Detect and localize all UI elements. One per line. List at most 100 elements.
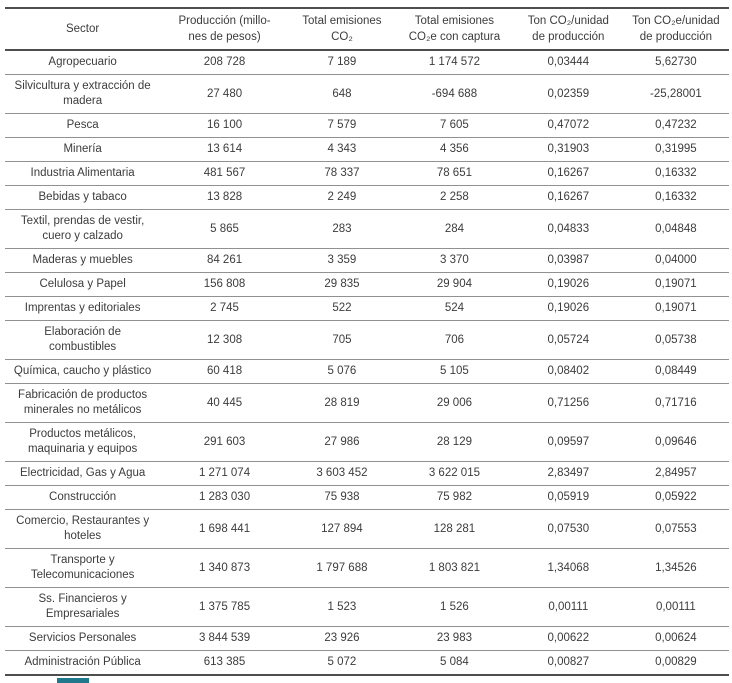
cell-co2e: 78 651 [395, 161, 514, 186]
cell-sector: Bebidas y tabaco [5, 185, 161, 210]
table-row: Comercio, Restaurantes y hoteles 1 698 44… [5, 509, 729, 549]
table-row: Productos metálicos, maquinaria y equipo… [5, 422, 729, 462]
cell-produccion: 1 283 030 [160, 485, 289, 510]
cell-ton-co2e: 0,00111 [622, 587, 729, 627]
cell-produccion: 481 567 [160, 161, 289, 186]
cell-co2e: 706 [395, 320, 514, 360]
cell-ton-co2: 0,05724 [513, 320, 623, 360]
cell-ton-co2e: 0,00624 [622, 626, 729, 651]
cell-ton-co2: 0,19026 [513, 272, 623, 297]
cell-sector: Textil, prendas de vestir, cuero y calza… [5, 209, 161, 249]
cell-sector: Agropecuario [48, 56, 117, 68]
table-row: Minería 13 614 4 343 4 356 0,31903 0,31995 [5, 137, 729, 162]
cell-sector: Elaboración de combustibles [5, 320, 161, 360]
cell-ton-co2e: -25,28001 [622, 74, 729, 114]
cell-co2: 1 523 [288, 587, 396, 627]
cell-co2e: 1 526 [395, 587, 514, 627]
cell-produccion: 1 375 785 [160, 587, 289, 627]
cell-co2: 23 926 [288, 626, 396, 651]
cell-co2e: 3 622 015 [395, 461, 514, 486]
cell-co2e: 524 [395, 296, 514, 321]
cell-produccion: 156 808 [160, 272, 289, 297]
cell-produccion: 16 100 [160, 113, 289, 138]
cell-produccion: 84 261 [160, 248, 289, 273]
cell-co2: 5 072 [288, 650, 396, 675]
column-header-line: de producción [639, 31, 713, 43]
table-header-row: Sector Producción (millo-nes de pesos) Tot… [5, 8, 729, 51]
column-header-line: Sector [65, 23, 100, 35]
cell-co2e: -694 688 [395, 74, 514, 114]
cell-produccion: 1 340 873 [160, 548, 289, 588]
cell-ton-co2e: 0,47232 [622, 113, 729, 138]
cell-ton-co2e: 0,04848 [622, 209, 729, 249]
cell-ton-co2e: 0,19071 [622, 296, 729, 321]
cell-co2: 28 819 [288, 383, 396, 423]
cell-ton-co2e: 0,04000 [622, 248, 729, 273]
cell-co2: 27 986 [288, 422, 396, 462]
cell-ton-co2e: 0,05738 [622, 320, 729, 360]
cell-co2e: 75 982 [395, 485, 514, 510]
cell-co2e: 2 258 [395, 185, 514, 210]
cell-co2: 4 343 [288, 137, 396, 162]
cell-co2: 705 [288, 320, 396, 360]
cell-co2e: 1 803 821 [395, 548, 514, 588]
column-header-sector: Sector [5, 8, 161, 51]
cell-co2: 283 [288, 209, 396, 249]
cell-produccion: 208 728 [203, 56, 246, 68]
cell-ton-co2: 2,83497 [513, 461, 623, 486]
cell-ton-co2e: 1,34526 [622, 548, 729, 588]
cell-ton-co2e: 0,09646 [622, 422, 729, 462]
cell-ton-co2: 0,31903 [513, 137, 623, 162]
cell-ton-co2e: 0,16332 [622, 161, 729, 186]
cell-ton-co2e: 0,31995 [622, 137, 729, 162]
column-header-line: Total emisiones [302, 15, 382, 27]
table-row: Imprentas y editoriales 2 745 522 524 0,1902… [5, 296, 729, 321]
cell-co2e: 28 129 [395, 422, 514, 462]
table-row: Agropecuario 208 728 7 189 1 174 572 0,03444… [5, 50, 729, 75]
cell-ton-co2: 0,03987 [513, 248, 623, 273]
cell-produccion: 1 698 441 [160, 509, 289, 549]
table-row: Servicios Personales 3 844 539 23 926 23 98… [5, 626, 729, 651]
cell-sector: Construcción [5, 485, 161, 510]
cell-co2e: 4 356 [395, 137, 514, 162]
cell-produccion: 1 271 074 [160, 461, 289, 486]
cell-ton-co2: 0,00622 [513, 626, 623, 651]
cell-produccion: 2 745 [160, 296, 289, 321]
column-header-line: de producción [532, 31, 605, 43]
cell-co2: 5 076 [288, 359, 396, 384]
column-header-line: CO₂e con captura [408, 31, 501, 43]
table-row: Industria Alimentaria 481 567 78 337 78 651… [5, 161, 729, 186]
cell-ton-co2: 0,19026 [513, 296, 623, 321]
cell-sector: Electricidad, Gas y Agua [5, 461, 161, 486]
cell-ton-co2e: 0,05922 [622, 485, 729, 510]
cell-sector: Transporte y Telecomunicaciones [5, 548, 161, 588]
cell-sector: Minería [5, 137, 161, 162]
cell-ton-co2: 0,00111 [513, 587, 623, 627]
cell-co2: 75 938 [288, 485, 396, 510]
column-header-line: Ton CO₂/unidad [527, 15, 609, 27]
cell-ton-co2: 0,07530 [513, 509, 623, 549]
cell-sector: Administración Pública [5, 650, 161, 675]
cell-sector: Servicios Personales [5, 626, 161, 651]
cell-produccion: 60 418 [160, 359, 289, 384]
table-row: Ss. Financieros y Empresariales 1 375 785… [5, 587, 729, 627]
cell-ton-co2e: 0,00829 [622, 650, 729, 675]
table-row: Fabricación de productos minerales no me… [5, 383, 729, 423]
cell-co2: 78 337 [288, 161, 396, 186]
cell-co2e: 5 084 [395, 650, 514, 675]
cell-ton-co2e: 0,71716 [622, 383, 729, 423]
cell-produccion: 12 308 [160, 320, 289, 360]
cell-ton-co2e: 2,84957 [622, 461, 729, 486]
cell-sector: Productos metálicos, maquinaria y equipo… [5, 422, 161, 462]
cell-ton-co2e: 0,19071 [622, 272, 729, 297]
cell-co2: 1 797 688 [288, 548, 396, 588]
cell-produccion: 5 865 [160, 209, 289, 249]
column-header-line: Total emisiones [414, 15, 495, 27]
cell-ton-co2: 0,04833 [513, 209, 623, 249]
cell-co2: 7 189 [327, 56, 357, 68]
cell-ton-co2: 0,16267 [513, 161, 623, 186]
cell-ton-co2: 0,05919 [513, 485, 623, 510]
cell-co2: 3 359 [288, 248, 396, 273]
cell-co2e: 1 174 572 [428, 56, 480, 68]
